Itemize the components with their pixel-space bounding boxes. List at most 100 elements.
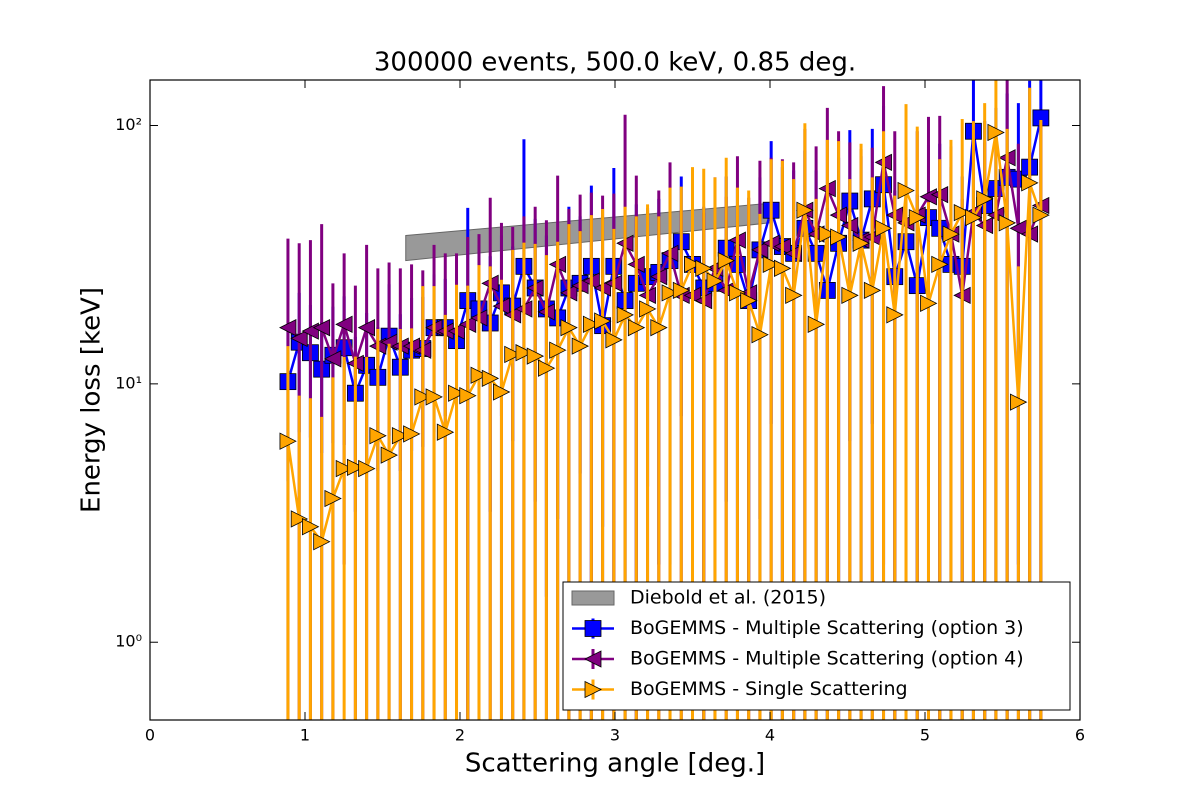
marker <box>942 225 960 243</box>
marker <box>470 366 488 384</box>
marker <box>560 319 578 337</box>
marker <box>324 489 342 508</box>
x-tick-label: 4 <box>765 726 775 745</box>
x-tick-label: 6 <box>1075 726 1085 745</box>
marker <box>526 347 545 365</box>
marker <box>920 294 938 312</box>
marker <box>538 359 556 377</box>
marker <box>549 341 567 359</box>
marker <box>515 344 533 362</box>
x-tick-label: 3 <box>610 726 620 745</box>
marker <box>807 315 826 333</box>
x-axis-label: Scattering angle [deg.] <box>465 749 765 779</box>
legend: Diebold et al. (2015) BoGEMMS - Multiple … <box>562 581 1071 711</box>
marker <box>852 234 870 252</box>
marker <box>863 281 882 300</box>
marker <box>695 259 713 277</box>
marker <box>931 255 949 274</box>
marker <box>425 388 443 406</box>
legend-label: BoGEMMS - Multiple Scattering (option 4) <box>630 648 1024 670</box>
marker <box>584 680 602 699</box>
marker <box>1032 206 1050 224</box>
marker <box>774 259 792 277</box>
chart-title: 300000 events, 500.0 keV, 0.85 deg. <box>374 48 856 78</box>
marker <box>650 319 668 337</box>
marker <box>335 315 353 333</box>
marker <box>582 315 601 333</box>
marker <box>818 225 837 243</box>
marker <box>1009 393 1028 411</box>
plot-frame <box>149 79 1081 721</box>
marker <box>459 387 477 405</box>
marker <box>403 425 421 443</box>
legend-box <box>562 581 1071 711</box>
marker <box>729 284 747 302</box>
marker <box>380 446 398 464</box>
marker <box>706 272 724 290</box>
marker <box>639 300 657 318</box>
marker <box>886 306 904 324</box>
marker <box>312 319 331 337</box>
marker <box>357 319 376 337</box>
marker <box>391 427 410 445</box>
marker <box>584 620 602 637</box>
marker <box>448 384 466 402</box>
marker <box>324 350 342 368</box>
marker <box>717 251 736 270</box>
y-axis-label: Energy loss [keV] <box>77 287 107 513</box>
axes: 0 1 2 3 4 5 6 10⁰ 10¹ 10² <box>115 80 1085 745</box>
y-tick-label: 10¹ <box>115 373 142 392</box>
legend-swatch <box>571 590 615 606</box>
x-tick-label: 2 <box>455 726 465 745</box>
marker <box>346 458 365 477</box>
marker <box>684 255 702 274</box>
marker <box>279 432 297 450</box>
marker <box>953 203 972 222</box>
x-tick-label: 1 <box>300 726 310 745</box>
legend-label: BoGEMMS - Multiple Scattering (option 3) <box>630 617 1024 639</box>
marker <box>908 208 927 227</box>
marker <box>897 181 915 200</box>
marker <box>504 345 522 364</box>
marker <box>414 388 432 406</box>
marker <box>290 329 308 348</box>
marker <box>740 291 758 310</box>
marker <box>605 331 623 349</box>
marker <box>369 427 387 445</box>
marker <box>584 650 602 668</box>
y-tick-label: 10⁰ <box>115 632 142 651</box>
marker <box>998 214 1017 232</box>
marker <box>796 201 814 219</box>
marker <box>661 284 679 302</box>
x-tick-label: 0 <box>145 726 155 745</box>
marker <box>571 337 590 355</box>
marker <box>976 190 994 208</box>
marker <box>830 228 848 246</box>
marker <box>290 510 309 528</box>
marker <box>594 312 612 330</box>
marker <box>335 459 354 478</box>
marker <box>965 208 983 227</box>
marker <box>358 459 376 478</box>
marker <box>279 319 297 337</box>
marker <box>313 533 331 551</box>
marker <box>672 281 691 300</box>
y-tick-label: 10² <box>115 115 142 134</box>
marker <box>1021 174 1039 192</box>
marker <box>616 306 634 324</box>
marker <box>493 383 511 401</box>
marker <box>762 255 781 274</box>
marker <box>302 518 320 536</box>
marker <box>436 423 455 441</box>
marker <box>875 219 893 237</box>
legend-label: BoGEMMS - Single Scattering <box>630 678 908 700</box>
x-tick-label: 5 <box>920 726 930 745</box>
marker <box>481 369 500 388</box>
marker <box>987 123 1005 142</box>
marker <box>751 326 769 344</box>
marker <box>627 319 646 337</box>
marker <box>785 286 803 305</box>
legend-label: Diebold et al. (2015) <box>630 587 826 609</box>
marker <box>841 286 859 305</box>
